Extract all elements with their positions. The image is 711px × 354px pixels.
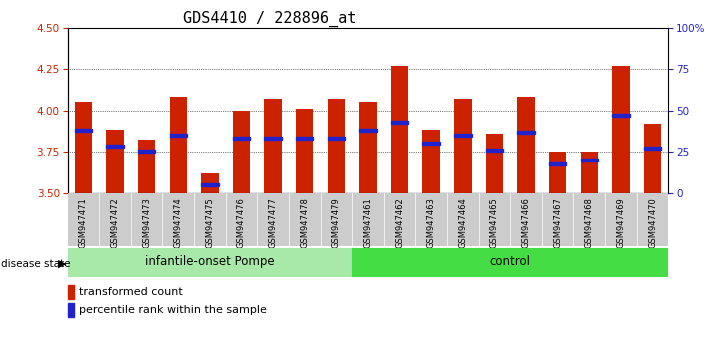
Bar bbox=[486, 149, 503, 152]
Bar bbox=[289, 193, 321, 246]
Text: transformed count: transformed count bbox=[79, 287, 183, 297]
Bar bbox=[518, 131, 535, 133]
Bar bbox=[68, 193, 99, 246]
Bar bbox=[169, 97, 187, 193]
Text: GSM947470: GSM947470 bbox=[648, 197, 657, 248]
Bar bbox=[68, 248, 352, 276]
Bar bbox=[637, 193, 668, 246]
Text: GSM947464: GSM947464 bbox=[459, 197, 467, 248]
Bar bbox=[644, 124, 661, 193]
Bar bbox=[542, 193, 574, 246]
Text: GSM947477: GSM947477 bbox=[269, 197, 277, 248]
Bar bbox=[257, 193, 289, 246]
Bar bbox=[106, 145, 124, 148]
Text: GSM947471: GSM947471 bbox=[79, 197, 88, 248]
Bar bbox=[518, 97, 535, 193]
Bar bbox=[581, 159, 598, 161]
Text: GSM947475: GSM947475 bbox=[205, 197, 214, 248]
Bar bbox=[359, 129, 377, 132]
Text: percentile rank within the sample: percentile rank within the sample bbox=[79, 305, 267, 315]
Bar bbox=[232, 137, 250, 140]
Bar bbox=[549, 162, 567, 165]
Bar bbox=[169, 134, 187, 137]
Bar bbox=[162, 193, 194, 246]
Bar bbox=[454, 99, 471, 193]
Text: GSM947468: GSM947468 bbox=[584, 197, 594, 248]
Bar bbox=[352, 248, 668, 276]
Text: GSM947463: GSM947463 bbox=[427, 197, 436, 248]
Bar bbox=[201, 173, 218, 193]
Bar bbox=[644, 147, 661, 150]
Bar bbox=[106, 130, 124, 193]
Bar bbox=[99, 193, 131, 246]
Bar bbox=[296, 137, 314, 140]
Text: infantile-onset Pompe: infantile-onset Pompe bbox=[145, 256, 274, 268]
Bar bbox=[264, 99, 282, 193]
Bar bbox=[138, 140, 155, 193]
Text: GSM947461: GSM947461 bbox=[363, 197, 373, 248]
Text: disease state: disease state bbox=[1, 259, 70, 269]
Bar bbox=[479, 193, 510, 246]
Text: GSM947479: GSM947479 bbox=[332, 197, 341, 248]
Bar bbox=[391, 66, 408, 193]
Text: GSM947467: GSM947467 bbox=[553, 197, 562, 248]
Text: ▶: ▶ bbox=[58, 259, 67, 269]
Text: GSM947476: GSM947476 bbox=[237, 197, 246, 248]
Bar bbox=[75, 129, 92, 132]
Bar bbox=[605, 193, 637, 246]
Bar bbox=[486, 134, 503, 193]
Bar bbox=[264, 137, 282, 140]
Bar bbox=[232, 111, 250, 193]
Bar bbox=[415, 193, 447, 246]
Bar bbox=[549, 152, 567, 193]
Text: GSM947472: GSM947472 bbox=[110, 197, 119, 248]
Bar bbox=[296, 109, 314, 193]
Bar bbox=[75, 102, 92, 193]
Bar bbox=[510, 193, 542, 246]
Bar bbox=[328, 99, 345, 193]
Bar bbox=[384, 193, 415, 246]
Bar bbox=[131, 193, 162, 246]
Bar bbox=[422, 142, 440, 145]
Bar bbox=[352, 193, 384, 246]
Text: GSM947474: GSM947474 bbox=[173, 197, 183, 248]
Bar bbox=[422, 130, 440, 193]
Bar bbox=[612, 66, 630, 193]
Bar bbox=[201, 183, 218, 186]
Text: control: control bbox=[490, 256, 530, 268]
Text: GDS4410 / 228896_at: GDS4410 / 228896_at bbox=[183, 11, 357, 27]
Bar bbox=[447, 193, 479, 246]
Bar bbox=[574, 193, 605, 246]
Text: GSM947466: GSM947466 bbox=[522, 197, 530, 248]
Text: GSM947462: GSM947462 bbox=[395, 197, 404, 248]
Bar bbox=[359, 102, 377, 193]
Bar bbox=[391, 121, 408, 124]
Bar bbox=[321, 193, 352, 246]
Bar bbox=[454, 134, 471, 137]
Bar bbox=[328, 137, 345, 140]
Text: GSM947469: GSM947469 bbox=[616, 197, 626, 248]
Text: GSM947473: GSM947473 bbox=[142, 197, 151, 248]
Text: GSM947465: GSM947465 bbox=[490, 197, 499, 248]
Bar bbox=[581, 152, 598, 193]
Bar bbox=[138, 150, 155, 153]
Text: GSM947478: GSM947478 bbox=[300, 197, 309, 248]
Bar bbox=[225, 193, 257, 246]
Bar bbox=[194, 193, 225, 246]
Bar bbox=[612, 114, 630, 117]
